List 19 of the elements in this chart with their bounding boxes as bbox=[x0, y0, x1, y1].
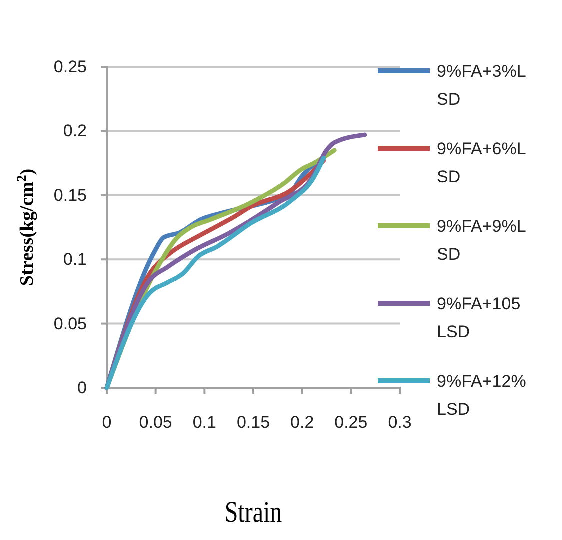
x-axis-title: Strain bbox=[224, 495, 283, 529]
legend-label: 9%FA+9%LSD bbox=[437, 217, 526, 264]
y-tick-label: 0.05 bbox=[54, 314, 87, 334]
y-tick-label: 0.15 bbox=[54, 186, 87, 205]
legend-label: 9%FA+3%LSD bbox=[437, 62, 526, 109]
x-tick-label: 0.3 bbox=[388, 413, 412, 432]
x-tick-label: 0.25 bbox=[334, 413, 368, 432]
y-tick-label: 0.25 bbox=[54, 57, 87, 76]
x-tick-label: 0 bbox=[102, 413, 112, 432]
y-tick-label: 0 bbox=[78, 378, 87, 398]
legend-label: 9%FA+105LSD bbox=[437, 294, 521, 342]
x-tick-label: 0.15 bbox=[236, 413, 270, 432]
x-tick-label: 0.2 bbox=[290, 413, 314, 432]
x-tick-label: 0.05 bbox=[139, 413, 172, 432]
y-tick-label: 0.1 bbox=[63, 250, 87, 270]
x-tick-label: 0.1 bbox=[192, 413, 216, 432]
legend-label: 9%FA+12%LSD bbox=[437, 372, 526, 419]
legend-label: 9%FA+6%LSD bbox=[437, 140, 526, 186]
y-tick-label: 0.2 bbox=[63, 122, 87, 141]
